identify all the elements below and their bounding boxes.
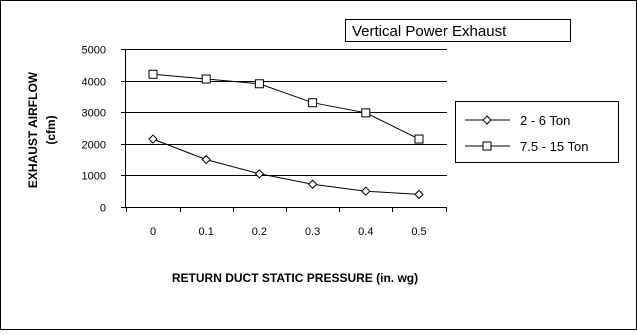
data-point <box>148 134 158 144</box>
series-small <box>148 134 424 200</box>
legend-label: 2 - 6 Ton <box>520 113 570 128</box>
x-tick-label: 0 <box>150 226 156 238</box>
title-box: Vertical Power Exhaust <box>345 19 571 42</box>
x-tick-label: 0.3 <box>305 226 320 238</box>
y-tick-label: 5000 <box>82 45 106 57</box>
title-border <box>345 19 571 42</box>
series-large <box>148 69 424 144</box>
y-tick-label: 2000 <box>82 140 106 152</box>
series-line <box>152 138 420 195</box>
data-point <box>307 179 318 189</box>
data-point <box>414 189 424 200</box>
data-point <box>361 186 371 196</box>
gridlines <box>125 49 447 176</box>
y-tick-label: 3000 <box>82 108 106 120</box>
chart-title: Vertical Power Exhaust <box>352 23 507 40</box>
diamond-icon <box>482 115 492 125</box>
square-icon <box>482 141 492 151</box>
data-point <box>148 69 158 79</box>
y-tick-label: 1000 <box>82 171 106 183</box>
y-tick-label: 4000 <box>82 77 106 89</box>
y-tick-labels: 0 1000 2000 3000 4000 5000 <box>82 45 106 215</box>
data-point <box>308 98 318 108</box>
x-tick-label: 0.2 <box>252 226 267 238</box>
x-axis-label: RETURN DUCT STATIC PRESSURE (in. wg) <box>172 271 418 285</box>
y-axis-unit: (cfm) <box>44 115 58 144</box>
legend-border <box>455 101 619 163</box>
legend-item: 2 - 6 Ton <box>465 113 570 128</box>
y-axis-label: EXHAUST AIRFLOW <box>26 71 40 188</box>
axes <box>121 49 447 212</box>
data-point <box>414 134 424 144</box>
data-point <box>201 154 211 165</box>
data-point <box>201 74 211 84</box>
legend: 2 - 6 Ton 7.5 - 15 Ton <box>455 101 619 163</box>
series-line <box>152 73 420 140</box>
legend-item: 7.5 - 15 Ton <box>465 139 588 154</box>
data-point <box>361 108 371 118</box>
x-tick-labels: 0 0.1 0.2 0.3 0.4 0.5 <box>150 226 427 238</box>
data-point <box>254 79 264 89</box>
data-point <box>254 169 265 179</box>
x-tick-label: 0.5 <box>411 226 426 238</box>
y-tick-label: 0 <box>100 203 106 215</box>
x-tick-label: 0.1 <box>199 226 214 238</box>
series-layer <box>148 69 424 200</box>
legend-label: 7.5 - 15 Ton <box>520 139 588 154</box>
x-tick-label: 0.4 <box>358 226 373 238</box>
